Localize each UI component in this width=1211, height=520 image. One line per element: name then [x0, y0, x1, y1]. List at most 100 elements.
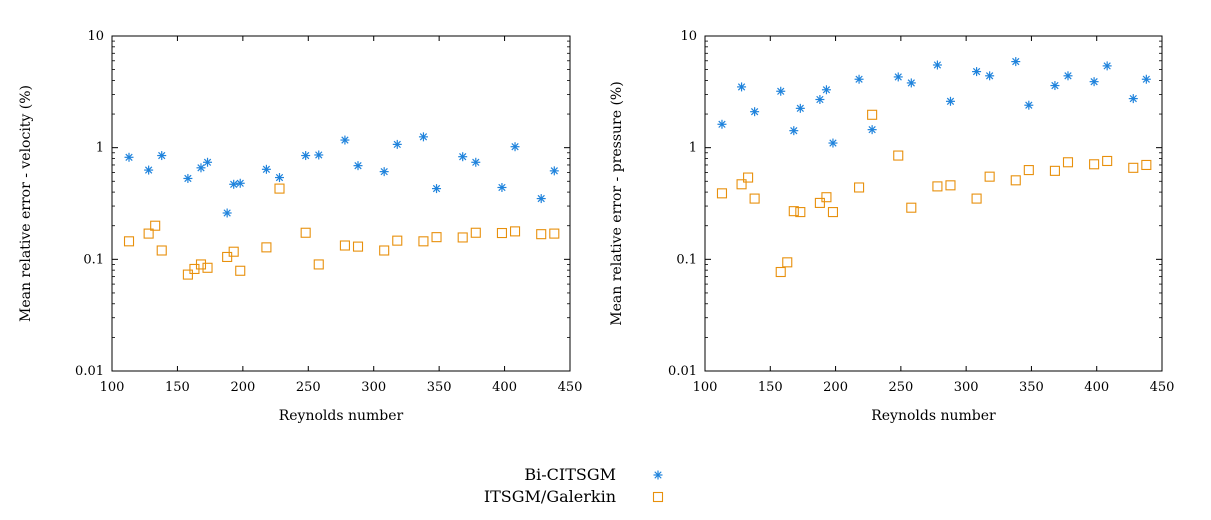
- y-axis-title: Mean relative error - pressure (%): [609, 81, 625, 325]
- bi-citsgm-point-stroke: [907, 79, 915, 87]
- itsgm-galerkin-point: [222, 251, 233, 263]
- itsgm-galerkin-point: [274, 183, 285, 194]
- x-tick-label: 300: [361, 380, 386, 395]
- bi-citsgm-point-stroke: [855, 75, 863, 83]
- bi-citsgm-point-stroke: [125, 153, 133, 161]
- bi-citsgm-point: [972, 67, 982, 77]
- bi-citsgm-point-stroke: [550, 167, 558, 175]
- bi-citsgm-point-stroke: [419, 133, 428, 141]
- bi-citsgm-point-stroke: [796, 104, 804, 113]
- bi-citsgm-point: [867, 125, 877, 135]
- bi-citsgm-point-stroke: [718, 120, 726, 128]
- bi-citsgm-point: [144, 165, 154, 175]
- itsgm-galerkin-point: [182, 269, 193, 280]
- legend-label: ITSGM/Galerkin: [484, 487, 616, 506]
- y-tick-label: 0.01: [668, 364, 697, 379]
- bi-citsgm-point-stroke: [354, 161, 362, 170]
- plot-frame: [111, 35, 571, 372]
- x-tick-label: 350: [1019, 380, 1044, 395]
- itsgm-galerkin-point: [906, 202, 917, 213]
- bi-citsgm-point-stroke: [1142, 75, 1150, 83]
- bi-citsgm-point: [854, 74, 864, 84]
- bi-citsgm-point: [274, 173, 284, 183]
- bi-citsgm-point-stroke: [380, 167, 388, 176]
- bi-citsgm-point: [932, 60, 942, 70]
- bi-citsgm-point: [340, 135, 350, 145]
- bi-citsgm-point: [203, 157, 213, 167]
- itsgm-galerkin-point: [814, 197, 825, 208]
- itsgm-galerkin-point: [536, 229, 547, 240]
- bi-citsgm-point: [379, 167, 389, 177]
- bi-citsgm-point: [497, 182, 507, 192]
- bi-citsgm-point: [418, 132, 428, 142]
- bi-citsgm-point-stroke: [537, 194, 545, 203]
- x-tick-label: 200: [823, 380, 848, 395]
- itsgm-galerkin-point: [1128, 162, 1139, 173]
- bi-citsgm-point-stroke: [223, 209, 231, 217]
- bi-citsgm-point-stroke: [1012, 57, 1020, 66]
- itsgm-galerkin-point: [339, 240, 350, 251]
- y-tick-label: 1: [96, 141, 104, 156]
- bi-citsgm-point-stroke: [315, 151, 323, 159]
- bi-citsgm-point-stroke: [1090, 78, 1098, 86]
- y-tick-label: 0.01: [75, 364, 104, 379]
- bi-citsgm-point-stroke: [197, 164, 205, 172]
- bi-citsgm-point: [906, 78, 916, 88]
- bi-citsgm-point-stroke: [262, 165, 271, 173]
- bi-citsgm-point-stroke: [393, 140, 401, 149]
- bi-citsgm-point-stroke: [933, 61, 942, 69]
- bi-citsgm-point-stroke: [472, 158, 480, 166]
- bi-citsgm-point: [392, 139, 402, 149]
- bi-citsgm-point: [1063, 71, 1073, 81]
- itsgm-galerkin-point: [143, 228, 154, 239]
- x-tick-label: 100: [100, 380, 125, 395]
- bi-citsgm-point: [1024, 100, 1034, 110]
- bi-citsgm-point-stroke: [1064, 72, 1072, 80]
- itsgm-galerkin-point: [736, 179, 747, 190]
- bi-citsgm-point-stroke: [1051, 81, 1059, 90]
- bi-citsgm-point: [1102, 61, 1112, 71]
- itsgm-galerkin-point: [300, 227, 311, 238]
- bi-citsgm-point-stroke: [302, 151, 310, 160]
- pressure-error-panel: 100 150 200 250 300 350 400 450 0.01 0.1 1 10 Reynol…: [609, 29, 1174, 424]
- velocity-error-panel: 100 150 200 250 300 350 400 450 0.01 0.1 1 10 Reynol…: [18, 29, 582, 424]
- itsgm-galerkin-point: [261, 242, 272, 253]
- itsgm-galerkin-point: [509, 226, 521, 237]
- bi-citsgm-point-stroke: [777, 87, 785, 95]
- itsgm-galerkin-point: [496, 227, 508, 239]
- bi-citsgm-point: [893, 72, 903, 82]
- bi-citsgm-point-stroke: [144, 166, 153, 174]
- bi-citsgm-point: [124, 152, 134, 162]
- itsgm-galerkin-point: [1141, 159, 1152, 171]
- bi-citsgm-point: [985, 71, 995, 81]
- bi-citsgm-point: [1128, 94, 1138, 104]
- itsgm-galerkin-point: [150, 220, 161, 231]
- bi-citsgm-point: [432, 184, 442, 194]
- itsgm-galerkin-point: [379, 245, 390, 256]
- itsgm-galerkin-point: [1062, 157, 1074, 168]
- bi-citsgm-point-stroke: [432, 184, 441, 193]
- x-tick-label: 250: [888, 380, 913, 395]
- x-tick-label: 150: [165, 380, 190, 395]
- bi-citsgm-point-stroke: [868, 125, 876, 134]
- bi-citsgm-point: [510, 142, 520, 152]
- itsgm-galerkin-point: [743, 172, 754, 183]
- bi-citsgm-point: [828, 138, 838, 148]
- y-tick-label: 10: [680, 29, 697, 44]
- itsgm-galerkin-point: [1089, 159, 1100, 170]
- bi-citsgm-point: [945, 96, 955, 106]
- itsgm-galerkin-point: [788, 206, 799, 217]
- y-axis-title: Mean relative error - velocity (%): [18, 85, 34, 322]
- itsgm-galerkin-point: [821, 192, 832, 203]
- itsgm-galerkin-point: [418, 236, 429, 247]
- itsgm-galerkin-point: [1010, 175, 1021, 186]
- bi-citsgm-point-stroke: [985, 72, 994, 80]
- x-axis-title: Reynolds number: [871, 408, 996, 424]
- itsgm-galerkin-point: [945, 180, 956, 191]
- bi-citsgm-point: [301, 151, 311, 161]
- bi-citsgm-point: [795, 103, 805, 113]
- bi-citsgm-point: [536, 194, 546, 204]
- x-tick-label: 150: [758, 380, 783, 395]
- bi-citsgm-point-stroke: [236, 179, 244, 187]
